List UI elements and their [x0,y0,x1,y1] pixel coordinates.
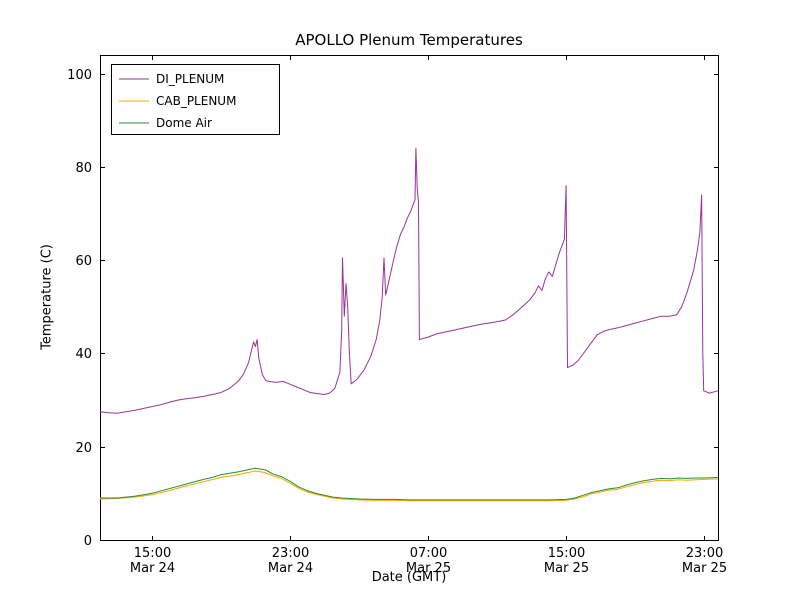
y-tick-label: 0 [84,534,92,549]
x-tick-sublabel: Mar 24 [268,561,313,576]
plot-border [100,55,719,541]
x-tick-sublabel: Mar 25 [544,561,589,576]
x-tick-label: 15:00 [548,546,585,561]
x-tick-label: 07:00 [410,546,447,561]
x-axis-label: Date (GMT) [371,570,447,585]
x-tick-sublabel: Mar 24 [130,561,175,576]
x-tick-sublabel: Mar 25 [682,561,727,576]
chart-title: APOLLO Plenum Temperatures [295,31,523,49]
y-tick-label: 40 [75,347,92,362]
legend-label: CAB_PLENUM [156,94,236,108]
legend-label: Dome Air [156,116,212,130]
y-tick-label: 20 [75,441,92,456]
x-tick-label: 23:00 [686,546,723,561]
x-tick-label: 15:00 [134,546,171,561]
y-tick-label: 80 [75,161,92,176]
x-tick-label: 23:00 [272,546,309,561]
series-line-cab-plenum [99,470,719,502]
y-tick-label: 60 [75,254,92,269]
legend-label: DI_PLENUM [156,72,224,86]
y-tick-label: 100 [67,68,92,83]
series-line-dome-air [100,467,719,501]
y-axis-label: Temperature (C) [39,244,55,350]
x-tick-sublabel: Mar 25 [406,561,451,576]
legend: DI_PLENUM CAB_PLENUM Dome Air [111,64,280,135]
series-line-di-plenum [99,147,719,414]
